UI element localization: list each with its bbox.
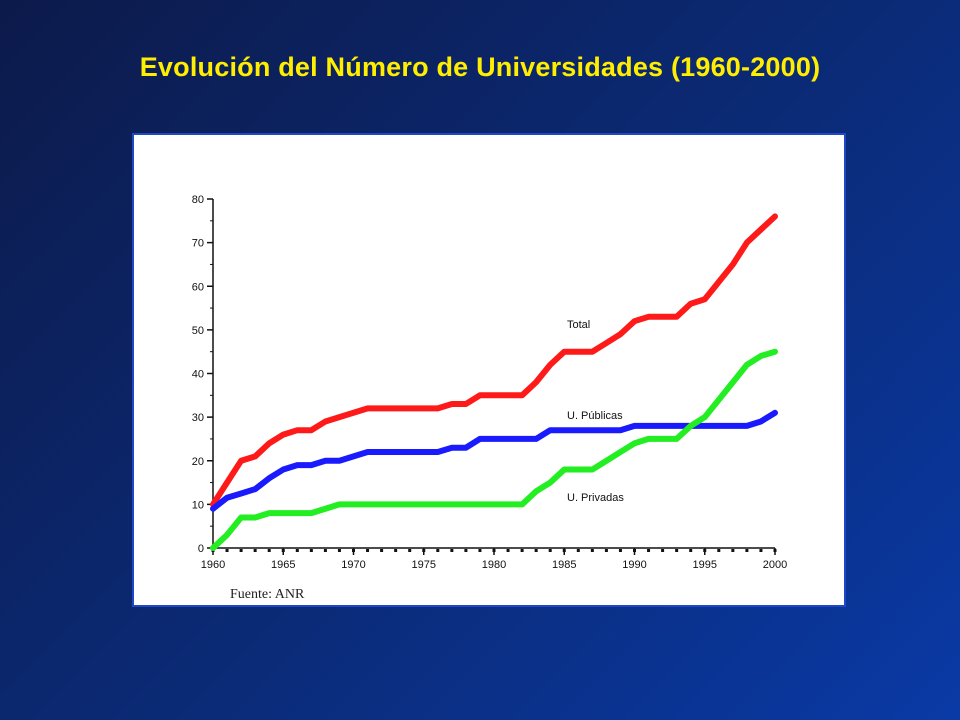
series-label: U. Públicas bbox=[567, 410, 623, 422]
x-minor-tick bbox=[759, 549, 763, 552]
x-tick-label: 1975 bbox=[412, 559, 436, 571]
series-line-2 bbox=[210, 409, 778, 512]
x-minor-tick bbox=[520, 549, 524, 552]
x-minor-tick bbox=[478, 549, 482, 552]
x-tick-label: 2000 bbox=[763, 559, 787, 571]
x-minor-tick bbox=[548, 549, 552, 552]
x-minor-tick bbox=[506, 549, 510, 552]
x-tick-label: 1980 bbox=[482, 559, 506, 571]
x-minor-tick bbox=[590, 549, 594, 552]
y-tick-label: 70 bbox=[192, 238, 204, 250]
x-minor-tick bbox=[717, 549, 721, 552]
y-tick-label: 80 bbox=[192, 194, 204, 206]
x-minor-tick bbox=[464, 549, 468, 552]
x-minor-tick bbox=[450, 549, 454, 552]
source-note: Fuente: ANR bbox=[230, 587, 305, 602]
x-minor-tick bbox=[337, 549, 341, 552]
x-minor-tick bbox=[675, 549, 679, 552]
x-minor-tick bbox=[534, 549, 538, 552]
chart-series bbox=[210, 213, 778, 551]
x-minor-tick bbox=[225, 549, 229, 552]
series-label: Total bbox=[567, 319, 590, 331]
series-line-3 bbox=[210, 348, 778, 551]
y-tick-label: 50 bbox=[192, 325, 204, 337]
x-minor-tick bbox=[323, 549, 327, 552]
x-minor-tick bbox=[745, 549, 749, 552]
x-minor-tick bbox=[604, 549, 608, 552]
x-minor-tick bbox=[408, 549, 412, 552]
chart-frame: 0 10 20 30 40 50 60 70 80 1960 1965 1970 1975 1980 198… bbox=[132, 133, 846, 607]
x-minor-tick bbox=[618, 549, 622, 552]
x-minor-tick bbox=[731, 549, 735, 552]
y-tick-label: 60 bbox=[192, 281, 204, 293]
x-minor-tick bbox=[436, 549, 440, 552]
x-tick-label: 1970 bbox=[341, 559, 365, 571]
x-minor-tick bbox=[661, 549, 665, 552]
x-tick-label: 1990 bbox=[622, 559, 646, 571]
series-label: U. Privadas bbox=[567, 492, 624, 504]
x-minor-tick bbox=[239, 549, 243, 552]
series-labels: Total U. Públicas U. Privadas bbox=[567, 319, 624, 504]
y-tick-label: 0 bbox=[198, 543, 204, 555]
x-minor-tick bbox=[253, 549, 257, 552]
y-tick-label: 40 bbox=[192, 369, 204, 381]
x-minor-tick bbox=[647, 549, 651, 552]
chart-axes: 0 10 20 30 40 50 60 70 80 1960 1965 1970 1975 1980 198… bbox=[192, 194, 787, 571]
x-tick-label: 1965 bbox=[271, 559, 295, 571]
x-minor-tick bbox=[576, 549, 580, 552]
x-minor-tick bbox=[380, 549, 384, 552]
y-tick-label: 30 bbox=[192, 412, 204, 424]
series-line-1 bbox=[210, 213, 778, 508]
slide-title: Evolución del Número de Universidades (1… bbox=[139, 52, 821, 82]
x-tick-label: 1985 bbox=[552, 559, 576, 571]
x-tick-label: 1995 bbox=[693, 559, 717, 571]
y-tick-label: 20 bbox=[192, 456, 204, 468]
x-minor-tick bbox=[689, 549, 693, 552]
x-minor-tick bbox=[394, 549, 398, 552]
x-minor-tick bbox=[267, 549, 271, 552]
line-chart: 0 10 20 30 40 50 60 70 80 1960 1965 1970 1975 1980 198… bbox=[192, 194, 787, 571]
x-tick-label: 1960 bbox=[201, 559, 225, 571]
x-minor-tick bbox=[366, 549, 370, 552]
x-minor-tick bbox=[309, 549, 313, 552]
y-tick-label: 10 bbox=[192, 499, 204, 511]
x-minor-tick bbox=[295, 549, 299, 552]
